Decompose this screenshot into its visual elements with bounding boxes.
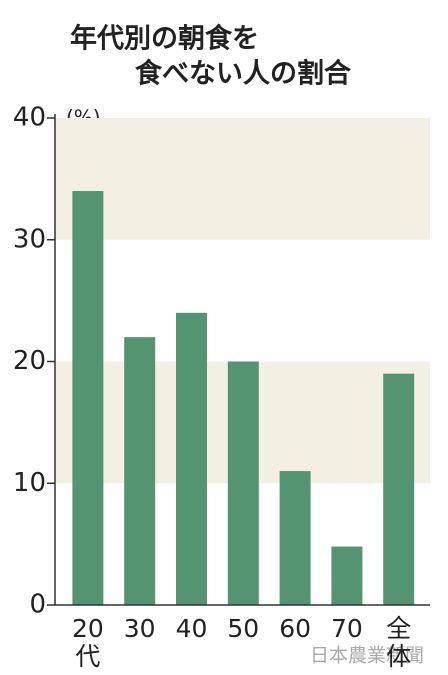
bar <box>279 471 311 605</box>
bar <box>176 312 207 605</box>
y-tick-label: 10 <box>13 468 46 498</box>
bar <box>124 337 156 605</box>
bar <box>331 546 363 605</box>
x-tick-label: 40 <box>176 614 208 643</box>
credit: 日本農業新聞 <box>310 645 424 667</box>
chart-title: 年代別の朝食を <box>70 23 259 55</box>
x-tick-label: 70 <box>331 614 363 643</box>
y-tick-label: 30 <box>13 224 46 254</box>
y-tick-label: 20 <box>13 346 46 376</box>
y-tick-label: 40 <box>13 103 46 133</box>
y-tick-label: 0 <box>29 590 46 620</box>
background-band <box>55 118 430 240</box>
x-tick-label: 20 代 <box>72 614 104 671</box>
bar <box>72 191 104 606</box>
x-tick-label: 50 <box>227 614 259 643</box>
bar <box>227 361 259 605</box>
x-tick-label: 60 <box>279 614 311 643</box>
x-tick-label: 30 <box>124 614 156 643</box>
x-tick-label: 全体 <box>386 614 411 671</box>
chart-title: 食べない人の割合 <box>135 58 351 90</box>
bar <box>383 373 415 605</box>
